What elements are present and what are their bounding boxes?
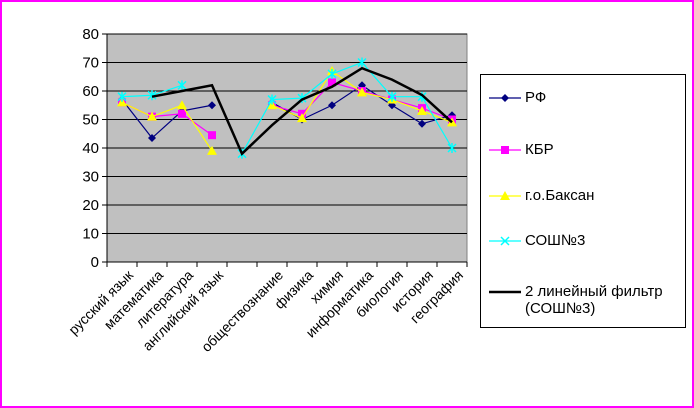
legend-swatch-icon <box>489 94 521 102</box>
legend-swatch-icon <box>489 236 521 246</box>
data-point <box>207 145 217 155</box>
y-tick-label: 0 <box>91 254 99 271</box>
data-point <box>117 91 127 102</box>
series-line-4 <box>151 66 453 156</box>
data-point <box>418 119 426 128</box>
y-tick-label: 80 <box>82 26 99 43</box>
y-tick-label: 70 <box>82 55 99 72</box>
legend-label: СОШ№3 <box>525 232 586 249</box>
data-point <box>328 101 336 110</box>
legend-label: РФ <box>525 89 547 106</box>
data-point <box>357 57 367 68</box>
data-point <box>447 143 457 153</box>
data-point <box>208 131 216 140</box>
legend-item: г.о.Баксан <box>489 187 594 204</box>
data-point <box>297 113 307 123</box>
legend-swatch-icon <box>489 290 521 294</box>
y-tick-label: 50 <box>82 112 99 129</box>
legend-label: КБР <box>525 141 554 158</box>
y-tick-label: 60 <box>82 83 99 100</box>
y-tick-label: 30 <box>82 169 99 186</box>
legend-swatch-icon <box>489 191 521 200</box>
legend-item: РФ <box>489 89 546 106</box>
data-point <box>147 90 157 101</box>
data-point <box>417 105 427 115</box>
data-point <box>267 100 277 110</box>
legend-swatch-icon <box>489 146 521 154</box>
data-point <box>147 111 157 121</box>
y-tick-label: 40 <box>82 140 99 157</box>
data-point <box>327 68 337 79</box>
legend-item: КБР <box>489 141 554 158</box>
y-tick-label: 10 <box>82 226 99 243</box>
data-point <box>208 101 216 110</box>
legend: РФ КБР г.о.Баксан СОШ№3 2 линейный фильтр (С… <box>480 74 686 328</box>
data-point <box>178 109 186 118</box>
y-tick-label: 20 <box>82 197 99 214</box>
data-point <box>328 78 336 87</box>
data-point <box>387 91 397 102</box>
legend-item: СОШ№3 <box>489 232 585 249</box>
data-point <box>267 94 277 105</box>
legend-item: 2 линейный фильтр (СОШ№3) <box>489 283 685 317</box>
data-point <box>177 80 187 91</box>
data-point <box>117 97 127 107</box>
data-point <box>177 100 187 110</box>
data-point <box>148 134 156 143</box>
data-point <box>357 87 367 97</box>
legend-label: 2 линейный фильтр (СОШ№3) <box>525 283 663 317</box>
legend-label: г.о.Баксан <box>525 187 595 204</box>
